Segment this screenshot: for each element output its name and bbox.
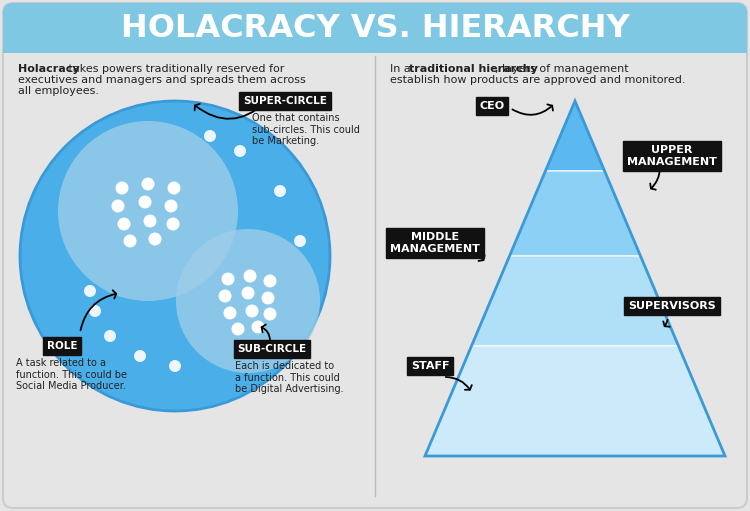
Circle shape: [232, 322, 244, 336]
Text: UPPER
MANAGEMENT: UPPER MANAGEMENT: [627, 145, 717, 167]
Circle shape: [218, 290, 232, 303]
Circle shape: [274, 185, 286, 197]
Polygon shape: [509, 171, 640, 256]
Circle shape: [124, 235, 136, 247]
Text: , layers of management: , layers of management: [495, 64, 628, 74]
Text: A task related to a
function. This could be
Social Media Producer.: A task related to a function. This could…: [16, 358, 127, 391]
Circle shape: [84, 285, 96, 297]
Circle shape: [58, 121, 238, 301]
Circle shape: [294, 235, 306, 247]
Text: takes powers traditionally reserved for: takes powers traditionally reserved for: [65, 64, 284, 74]
Text: SUPER-CIRCLE: SUPER-CIRCLE: [243, 96, 327, 106]
Text: all employees.: all employees.: [18, 86, 99, 96]
FancyBboxPatch shape: [3, 28, 747, 53]
Polygon shape: [472, 256, 679, 346]
Text: executives and managers and spreads them across: executives and managers and spreads them…: [18, 75, 306, 85]
Text: ROLE: ROLE: [46, 341, 77, 351]
Text: SUB-CIRCLE: SUB-CIRCLE: [238, 344, 307, 354]
Circle shape: [176, 229, 320, 373]
Text: traditional hierarchy: traditional hierarchy: [409, 64, 538, 74]
FancyBboxPatch shape: [3, 3, 747, 53]
Circle shape: [104, 330, 116, 342]
Circle shape: [148, 233, 161, 245]
Circle shape: [263, 308, 277, 320]
Text: CEO: CEO: [479, 101, 505, 111]
Circle shape: [224, 307, 236, 319]
Circle shape: [143, 215, 157, 227]
Text: Holacracy: Holacracy: [18, 64, 80, 74]
Circle shape: [221, 272, 235, 286]
Circle shape: [242, 287, 254, 299]
Polygon shape: [425, 346, 725, 456]
Text: SUPERVISORS: SUPERVISORS: [628, 301, 716, 311]
Text: HOLACRACY VS. HIERARCHY: HOLACRACY VS. HIERARCHY: [121, 12, 629, 43]
Circle shape: [169, 360, 181, 372]
Circle shape: [262, 291, 274, 305]
Polygon shape: [545, 101, 604, 171]
Circle shape: [263, 274, 277, 288]
Circle shape: [118, 218, 130, 230]
Circle shape: [164, 199, 178, 213]
Circle shape: [116, 181, 128, 195]
Circle shape: [251, 320, 265, 334]
Circle shape: [245, 305, 259, 317]
Circle shape: [166, 218, 179, 230]
Circle shape: [89, 305, 101, 317]
Circle shape: [234, 145, 246, 157]
Circle shape: [204, 130, 216, 142]
Circle shape: [244, 269, 256, 283]
Text: MIDDLE
MANAGEMENT: MIDDLE MANAGEMENT: [390, 232, 480, 254]
Circle shape: [20, 101, 330, 411]
Circle shape: [112, 199, 125, 213]
Circle shape: [134, 350, 146, 362]
Text: STAFF: STAFF: [411, 361, 449, 371]
Text: In a: In a: [390, 64, 414, 74]
Circle shape: [167, 181, 181, 195]
Text: establish how products are approved and monitored.: establish how products are approved and …: [390, 75, 686, 85]
Circle shape: [142, 177, 154, 191]
Text: Each is dedicated to
a function. This could
be Digital Advertising.: Each is dedicated to a function. This co…: [235, 361, 344, 394]
Text: One that contains
sub-circles. This could
be Marketing.: One that contains sub-circles. This coul…: [252, 113, 360, 146]
Circle shape: [139, 196, 152, 208]
FancyBboxPatch shape: [3, 3, 747, 508]
